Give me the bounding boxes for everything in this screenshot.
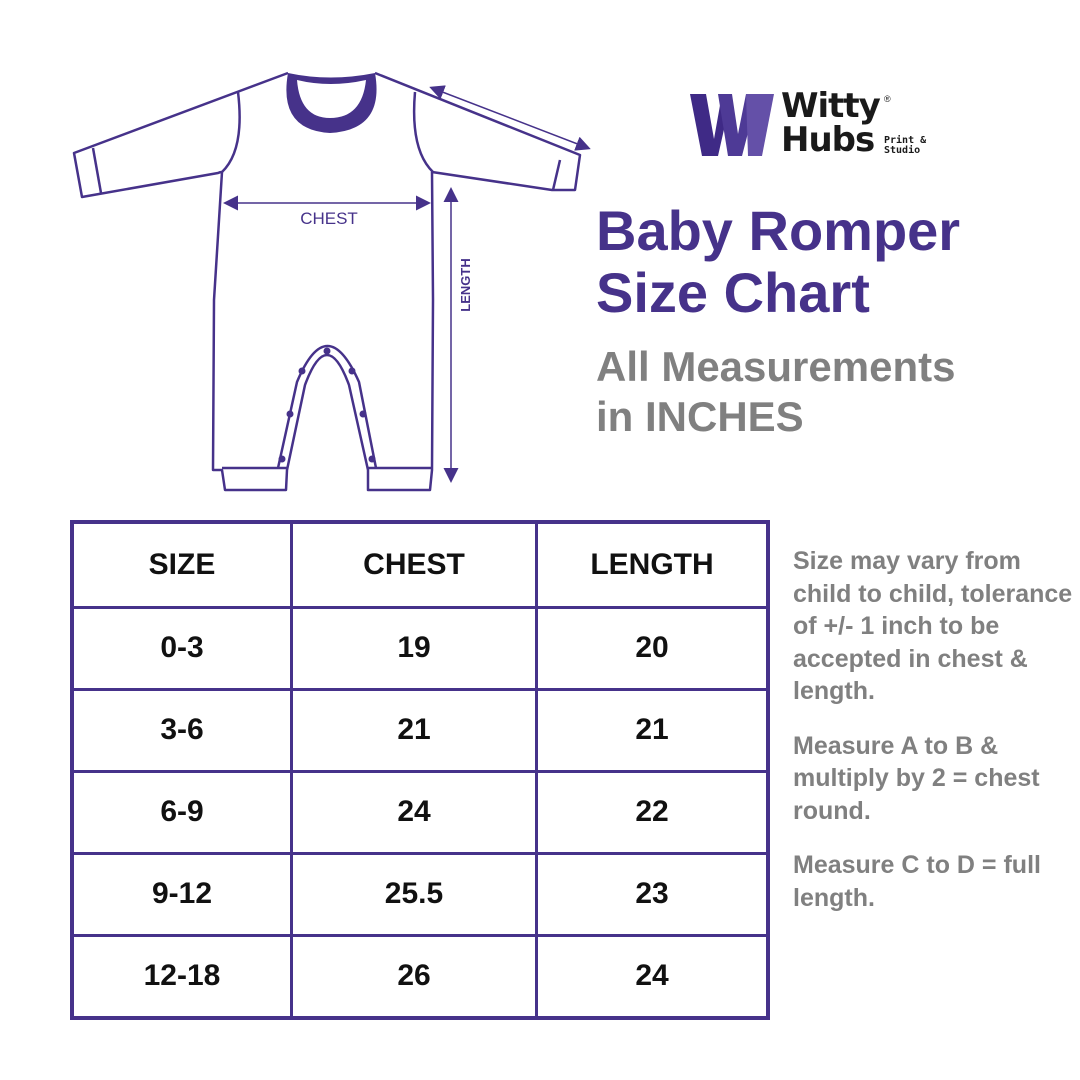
romper-outline: [72, 71, 582, 492]
cell-length: 24: [535, 933, 770, 1020]
collar: [286, 73, 377, 133]
chest-label: CHEST: [300, 209, 358, 228]
table-row: 6-9 24 22: [70, 769, 770, 855]
cell-size: 12-18: [70, 933, 293, 1020]
table-row: 3-6 21 21: [70, 687, 770, 773]
table-row: 12-18 26 24: [70, 933, 770, 1020]
registered-mark: ®: [884, 94, 891, 104]
cell-length: 22: [535, 769, 770, 855]
measurement-notes: Size may vary from child to child, toler…: [793, 545, 1073, 936]
cell-size: 0-3: [70, 606, 293, 691]
length-label: LENGTH: [458, 258, 473, 311]
cell-chest: 26: [290, 933, 538, 1020]
cell-chest: 21: [290, 687, 538, 773]
cell-length: 23: [535, 851, 770, 937]
cell-chest: 25.5: [290, 851, 538, 937]
cell-chest: 24: [290, 769, 538, 855]
note-tolerance: Size may vary from child to child, toler…: [793, 547, 1073, 705]
brand-tagline: Print & Studio: [884, 135, 927, 156]
size-table: SIZE CHEST LENGTH 0-3 19 20 3-6 21 21 6-9 24 2…: [70, 520, 770, 1020]
header-chest: CHEST: [290, 520, 538, 609]
romper-diagram: CHEST LENGTH: [72, 71, 591, 492]
subtitle-line1: All Measurements: [596, 343, 956, 390]
header-length: LENGTH: [535, 520, 770, 609]
cell-chest: 19: [290, 606, 538, 691]
title-line1: Baby Romper: [596, 199, 961, 262]
cell-size: 3-6: [70, 687, 293, 773]
note-chest: Measure A to B & multiply by 2 = chest r…: [793, 731, 1040, 825]
brand-name-line2: Hubs: [781, 120, 875, 160]
page-subtitle: All Measurements in INCHES: [596, 342, 955, 442]
subtitle-line2: in INCHES: [596, 393, 804, 440]
logo-mark-icon: [690, 94, 774, 156]
title-line2: Size Chart: [596, 261, 870, 324]
brand-logo: Witty ® Hubs Print & Studio: [688, 86, 948, 162]
table-row: 0-3 19 20: [70, 606, 770, 691]
table-header-row: SIZE CHEST LENGTH: [70, 520, 770, 609]
cell-size: 9-12: [70, 851, 293, 937]
table-row: 9-12 25.5 23: [70, 851, 770, 937]
cell-length: 21: [535, 687, 770, 773]
cell-size: 6-9: [70, 769, 293, 855]
page-title: Baby Romper Size Chart: [596, 200, 960, 324]
brand-name-line1: Witty: [781, 86, 881, 126]
header-size: SIZE: [70, 520, 293, 609]
note-length: Measure C to D = full length.: [793, 851, 1041, 912]
cell-length: 20: [535, 606, 770, 691]
sleeve-arrow: [429, 85, 591, 151]
